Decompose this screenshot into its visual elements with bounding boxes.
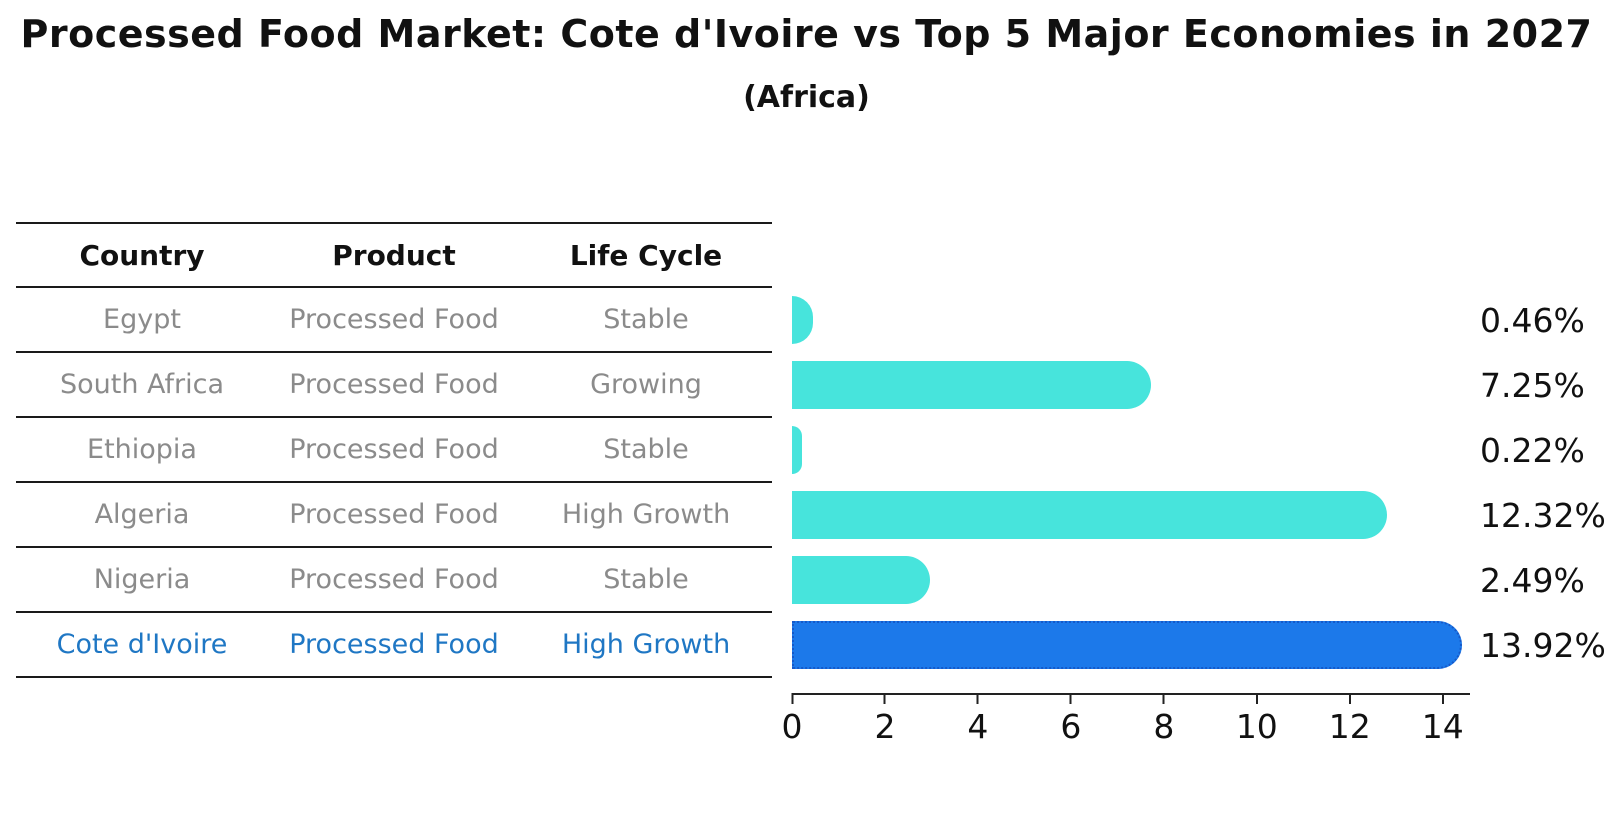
cell-life-cycle: Stable — [603, 304, 689, 335]
cell-country: Algeria — [94, 499, 190, 530]
bar-ethiopia — [792, 426, 803, 474]
cell-product: Processed Food — [289, 434, 499, 465]
bar-row — [792, 418, 1466, 483]
bar-cote-divoire — [792, 621, 1462, 669]
x-tick-label: 10 — [1235, 707, 1278, 746]
bar-egypt — [792, 296, 814, 344]
cell-life-cycle: High Growth — [561, 499, 731, 530]
bar-south-africa — [792, 361, 1152, 409]
cell-life-cycle: Growing — [590, 369, 702, 400]
x-tick: 2 — [874, 693, 895, 746]
cell-country: South Africa — [59, 369, 225, 400]
value-label-algeria: 12.32% — [1480, 496, 1606, 535]
table-row-south-africa: South Africa Processed Food Growing — [16, 353, 772, 418]
value-label-nigeria: 2.49% — [1480, 561, 1585, 600]
cell-product: Processed Food — [289, 564, 499, 595]
chart-subtitle: (Africa) — [743, 80, 870, 115]
tick-mark — [976, 693, 979, 704]
tick-mark — [791, 693, 793, 704]
cell-country: Cote d'Ivoire — [56, 629, 228, 660]
value-labels: 0.46% 7.25% 0.22% 12.32% 2.49% 13.92% — [1480, 288, 1606, 678]
table-row-algeria: Algeria Processed Food High Growth — [16, 483, 772, 548]
bar-row — [792, 288, 1466, 353]
value-label-ethiopia: 0.22% — [1480, 431, 1585, 470]
column-header-life-cycle: Life Cycle — [569, 238, 723, 272]
cell-country: Ethiopia — [87, 434, 197, 465]
x-tick: 4 — [967, 693, 988, 746]
cell-product: Processed Food — [289, 304, 499, 335]
cell-life-cycle: High Growth — [561, 629, 731, 660]
x-tick-label: 4 — [967, 707, 989, 746]
cell-product: Processed Food — [289, 369, 499, 400]
table-header-row: Country Product Life Cycle — [16, 222, 772, 288]
x-tick-label: 8 — [1153, 707, 1175, 746]
x-tick: 6 — [1060, 693, 1081, 746]
table-row-cote-divoire: Cote d'Ivoire Processed Food High Growth — [16, 613, 772, 678]
x-tick: 0 — [782, 693, 803, 746]
cell-country: Nigeria — [93, 564, 191, 595]
x-tick-label: 0 — [781, 707, 803, 746]
column-header-country: Country — [79, 238, 205, 272]
value-label-egypt: 0.46% — [1480, 301, 1585, 340]
table-row-nigeria: Nigeria Processed Food Stable — [16, 548, 772, 613]
tick-mark — [1441, 693, 1444, 704]
x-tick-label: 2 — [874, 707, 896, 746]
chart-title: Processed Food Market: Cote d'Ivoire vs … — [20, 12, 1593, 56]
cell-life-cycle: Stable — [603, 564, 689, 595]
tick-mark — [1162, 693, 1165, 704]
bar-row — [792, 483, 1466, 548]
x-tick-label: 6 — [1060, 707, 1082, 746]
cell-country: Egypt — [103, 304, 181, 335]
cell-product: Processed Food — [289, 499, 499, 530]
bar-nigeria — [792, 556, 930, 604]
bar-row — [792, 613, 1466, 678]
country-table: Country Product Life Cycle Egypt Process… — [16, 222, 772, 678]
tick-mark — [1348, 693, 1351, 704]
tick-mark — [1069, 693, 1072, 704]
cell-life-cycle: Stable — [603, 434, 689, 465]
tick-mark — [883, 693, 886, 704]
cell-product: Processed Food — [289, 629, 499, 660]
x-tick: 14 — [1422, 693, 1464, 746]
x-tick-label: 14 — [1421, 707, 1464, 746]
bar-row — [792, 353, 1466, 418]
table-row-ethiopia: Ethiopia Processed Food Stable — [16, 418, 772, 483]
bar-algeria — [792, 491, 1388, 539]
x-tick: 10 — [1236, 693, 1278, 746]
bar-chart: 0 2 4 6 8 10 12 14 — [782, 288, 1470, 758]
column-header-product: Product — [332, 238, 456, 272]
x-tick-label: 12 — [1328, 707, 1371, 746]
tick-mark — [1255, 693, 1258, 704]
value-label-south-africa: 7.25% — [1480, 366, 1585, 405]
x-tick: 12 — [1329, 693, 1371, 746]
value-label-cote-divoire: 13.92% — [1480, 626, 1606, 665]
x-axis-line — [792, 693, 1470, 695]
x-tick: 8 — [1153, 693, 1174, 746]
table-row-egypt: Egypt Processed Food Stable — [16, 288, 772, 353]
bar-row — [792, 548, 1466, 613]
